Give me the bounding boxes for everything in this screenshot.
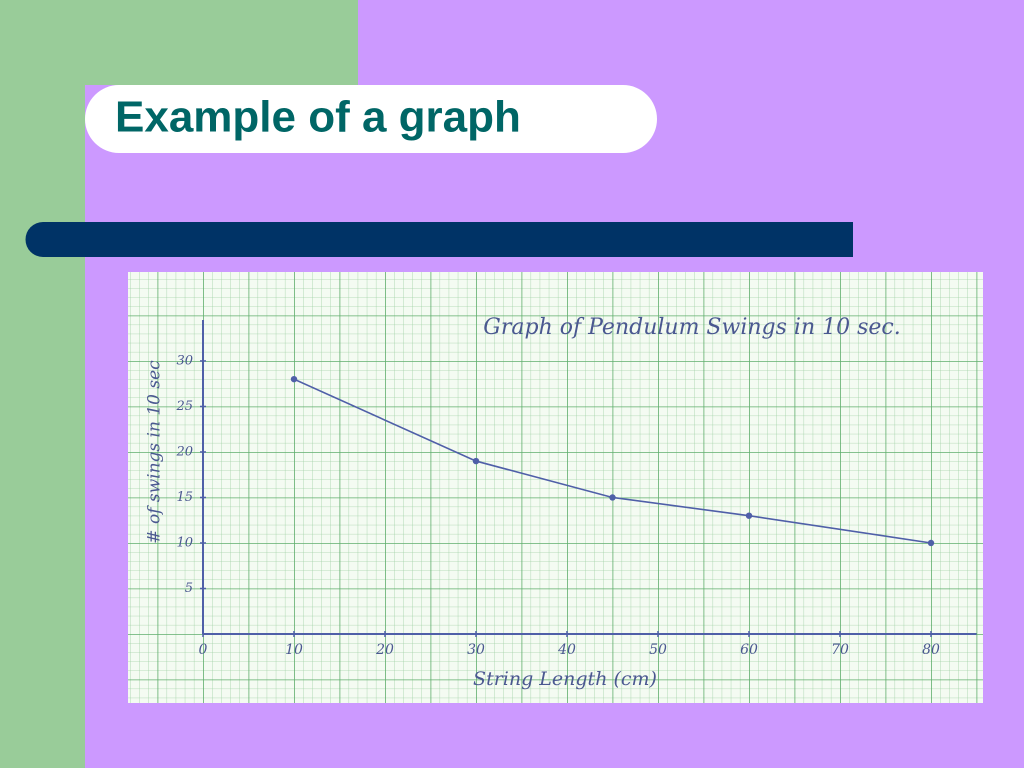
y-tick-label: 30 [176,353,193,368]
data-point [745,512,753,519]
x-tick-label: 60 [740,642,758,658]
x-tick-label: 10 [285,642,303,658]
x-tick-label: 30 [467,642,485,658]
accent-left [0,0,85,768]
chart-title: Graph of Pendulum Swings in 10 sec. [483,315,900,340]
data-point [472,457,480,465]
y-tick-label: 25 [175,399,193,414]
x-tick-label: 0 [199,642,208,658]
x-tick-label: 40 [557,642,576,658]
y-tick-label: 15 [176,490,193,505]
x-axis-label: String Length (cm) [473,668,657,690]
x-tick-label: 20 [375,642,394,658]
x-tick-label: 50 [649,642,667,658]
y-tick-label: 20 [175,444,193,459]
y-axis-label: # of swings in 10 sec [145,360,165,544]
data-point [609,494,616,501]
y-tick-label: 5 [185,581,193,596]
divider-bar [25,222,853,257]
data-point [290,375,298,383]
plot: 0 10 20 30 40 50 60 70 80 5 10 15 20 25 30 Graph of Pen… [145,315,977,690]
y-tick-label: 10 [176,535,193,550]
x-tick-label: 80 [922,642,940,658]
title-box [85,85,657,153]
slide-title: Example of a graph [115,93,521,142]
data-point [927,539,935,547]
x-tick-label: 70 [831,642,849,658]
